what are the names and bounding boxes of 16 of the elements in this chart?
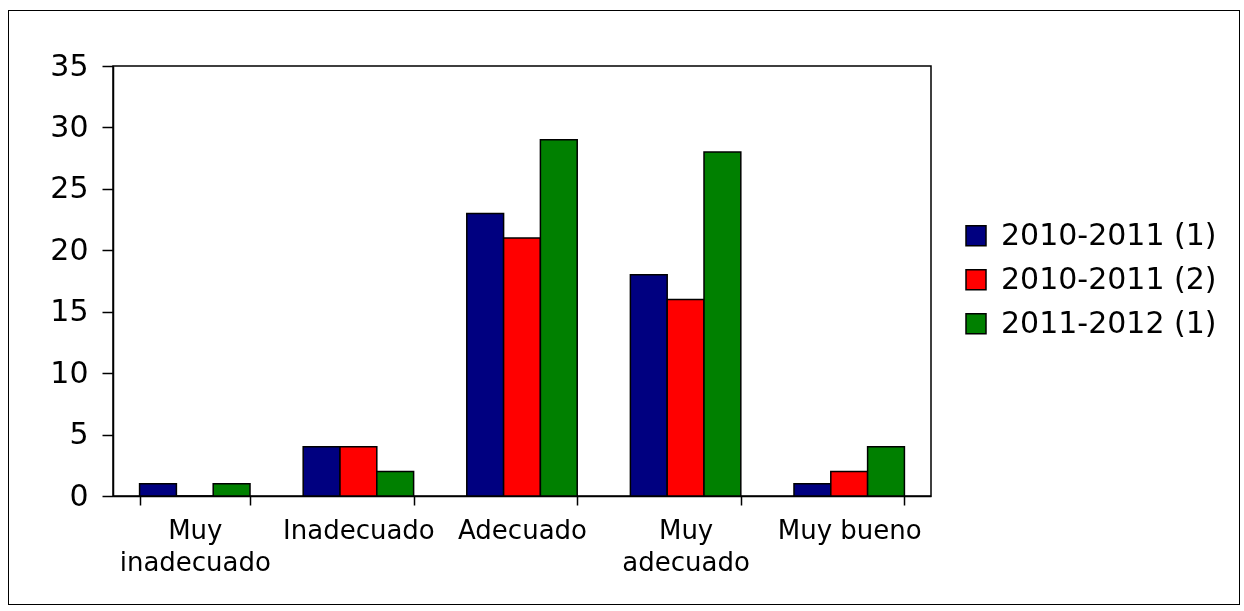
y-tick-label: 5 [69,416,89,452]
legend-label: 2011-2012 (1) [1001,304,1217,340]
x-tick-label: Adecuado [458,514,587,545]
y-tick-label: 20 [50,231,89,267]
x-tick-label: Muy bueno [777,514,922,545]
legend-label: 2010-2011 (2) [1001,260,1217,296]
y-tick-label: 0 [69,477,89,513]
y-tick-label: 35 [50,47,89,83]
x-tick-label: Inadecuado [283,514,435,545]
legend-label: 2010-2011 (1) [1001,216,1217,252]
y-tick-label: 25 [50,170,89,206]
x-tick-label: Muy inadecuado [119,514,271,577]
x-tick-label: Muy adecuado [622,514,750,577]
y-tick-label: 15 [50,293,89,329]
y-tick-label: 30 [50,108,89,144]
y-tick-label: 10 [50,354,89,390]
